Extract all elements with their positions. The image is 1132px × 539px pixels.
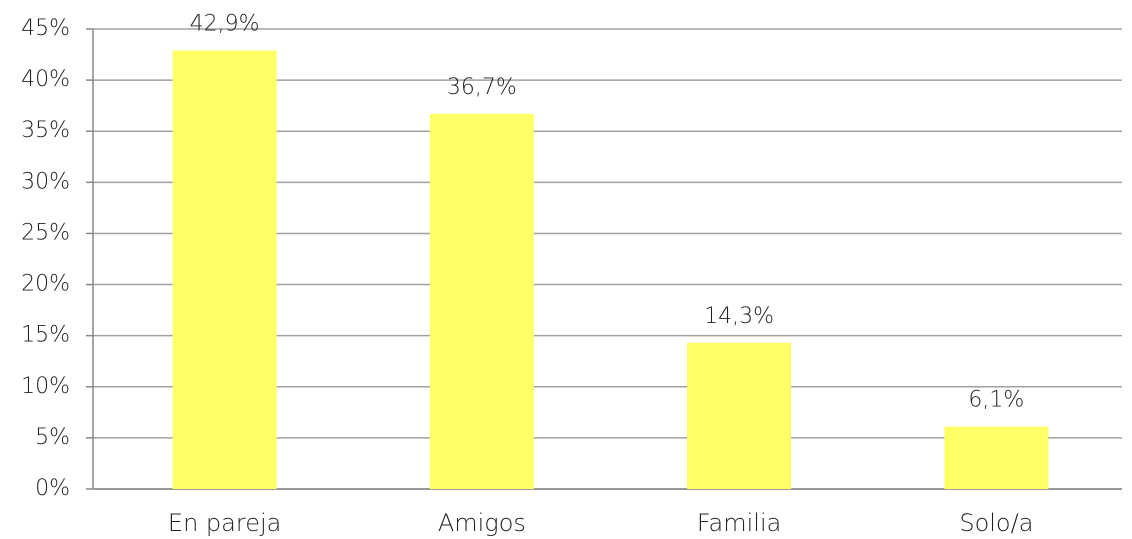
y-tick-label: 30% xyxy=(21,169,70,194)
x-tick-label: Amigos xyxy=(438,509,526,537)
y-tick-label: 15% xyxy=(21,323,70,348)
x-tick-label: En pareja xyxy=(168,509,281,537)
data-label: 6,1% xyxy=(968,388,1024,413)
y-tick-label: 45% xyxy=(21,16,70,41)
data-label: 36,7% xyxy=(447,75,517,100)
y-tick-label: 25% xyxy=(21,220,70,245)
y-tick-label: 5% xyxy=(35,425,70,450)
x-tick-label: Solo/a xyxy=(959,509,1033,537)
data-label: 14,3% xyxy=(704,304,774,329)
y-tick-label: 10% xyxy=(21,374,70,399)
y-tick-label: 35% xyxy=(21,118,70,143)
bar xyxy=(944,426,1049,489)
y-tick-label: 0% xyxy=(35,476,70,501)
y-tick-label: 40% xyxy=(21,67,70,92)
x-tick-label: Familia xyxy=(697,509,781,537)
bar xyxy=(429,113,534,489)
data-label: 42,9% xyxy=(190,11,260,36)
bar xyxy=(687,342,792,489)
y-tick-label: 20% xyxy=(21,272,70,297)
bar xyxy=(172,50,277,489)
